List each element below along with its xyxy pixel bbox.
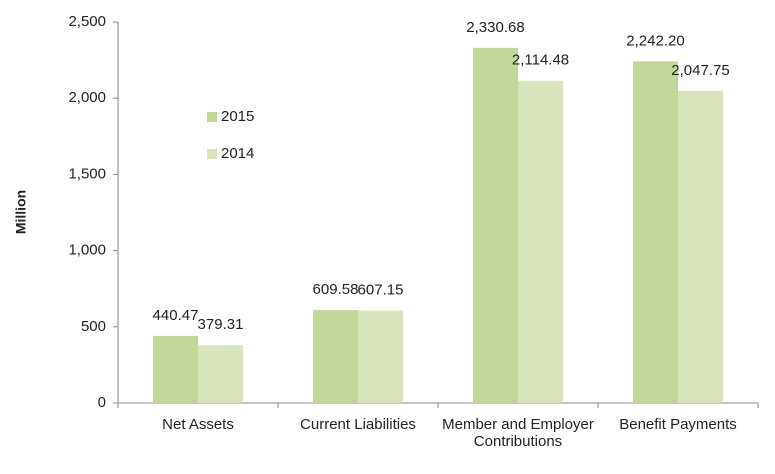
y-tick-label: 500: [81, 318, 106, 335]
y-tick-label: 2,500: [68, 13, 106, 30]
bar: [153, 335, 198, 403]
value-label: 607.15: [358, 281, 404, 298]
value-label: 440.47: [153, 307, 199, 324]
legend-swatch: [207, 149, 217, 159]
value-label: 2,047.75: [671, 62, 729, 79]
y-tick-label: 1,000: [68, 242, 106, 259]
value-label: 609.58: [313, 281, 359, 298]
bar: [473, 47, 518, 403]
x-tick-label: Benefit Payments: [619, 416, 737, 433]
legend-swatch: [207, 112, 217, 122]
bar: [313, 310, 358, 403]
y-tick-label: 2,000: [68, 89, 106, 106]
x-tick-label: Current Liabilities: [300, 416, 416, 433]
bar: [358, 310, 403, 403]
legend-label: 2015: [221, 108, 254, 125]
legend-label: 2014: [221, 145, 254, 162]
y-tick-label: 1,500: [68, 165, 106, 182]
bar: [633, 61, 678, 403]
y-axis-label: Million: [13, 190, 29, 234]
bar: [678, 90, 723, 403]
bar: [518, 80, 563, 404]
x-tick-label: Net Assets: [162, 416, 234, 433]
value-label: 2,330.68: [466, 19, 524, 36]
value-label: 379.31: [198, 316, 244, 333]
value-label: 2,114.48: [512, 52, 569, 69]
bar: [198, 345, 243, 403]
x-tick-label: Member and Employer Contributions: [442, 416, 594, 450]
y-tick-label: 0: [98, 394, 106, 411]
value-label: 2,242.20: [626, 32, 684, 49]
